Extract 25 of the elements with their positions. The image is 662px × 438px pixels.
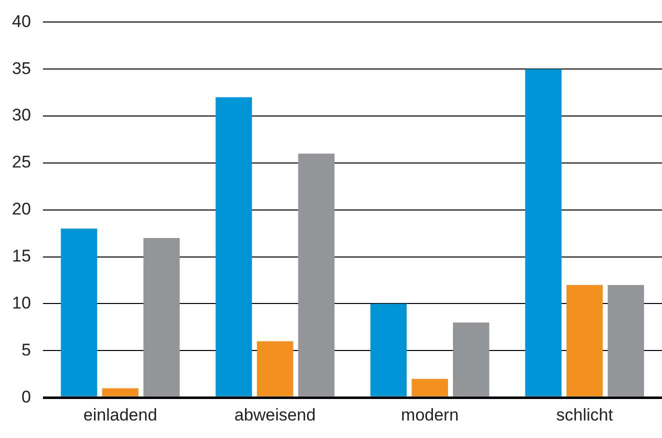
x-tick-label: einladend bbox=[83, 405, 158, 424]
bar bbox=[412, 378, 448, 396]
x-tick-label: schlicht bbox=[556, 405, 614, 424]
y-tick-label: 40 bbox=[12, 12, 31, 31]
bar bbox=[256, 341, 294, 396]
bar bbox=[298, 154, 334, 396]
bar bbox=[370, 304, 407, 396]
y-tick-label: 35 bbox=[12, 58, 31, 78]
x-tick-label: abweisend bbox=[234, 405, 316, 424]
y-tick-label: 0 bbox=[21, 387, 31, 406]
bar bbox=[102, 388, 138, 396]
y-tick-label: 15 bbox=[12, 246, 31, 266]
bar bbox=[143, 238, 180, 396]
bar bbox=[452, 322, 490, 396]
bar bbox=[566, 284, 603, 396]
bar bbox=[608, 284, 644, 396]
y-tick-label: 5 bbox=[21, 340, 31, 360]
y-tick-label: 10 bbox=[12, 293, 31, 312]
bar bbox=[525, 69, 562, 396]
y-tick-label: 30 bbox=[12, 106, 31, 125]
y-tick-label: 25 bbox=[12, 152, 31, 172]
bar bbox=[216, 97, 252, 396]
x-tick-label: modern bbox=[401, 405, 459, 424]
bar bbox=[60, 228, 98, 396]
y-tick-label: 20 bbox=[12, 200, 31, 219]
